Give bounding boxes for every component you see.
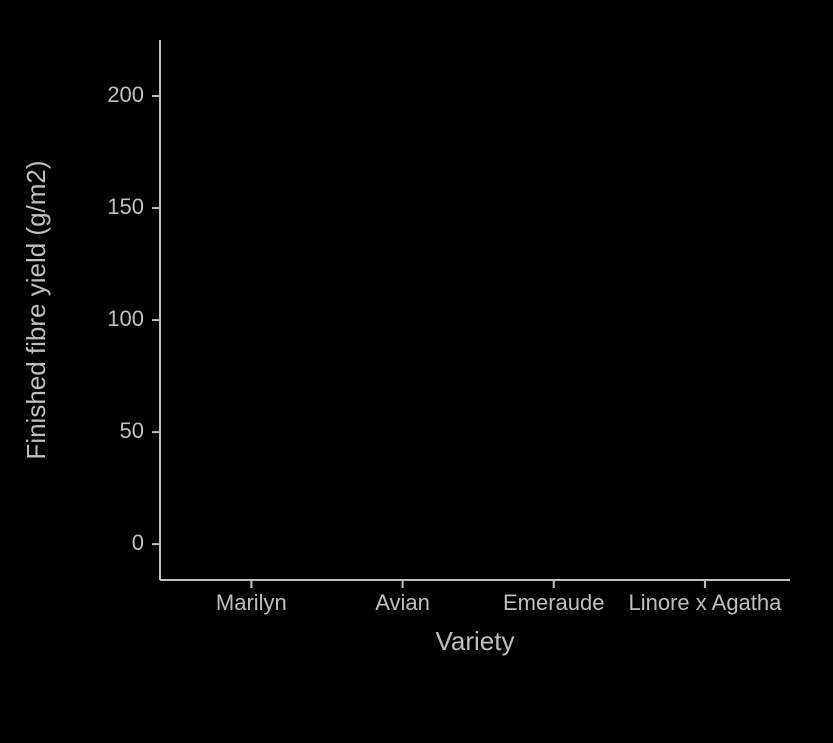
- x-tick-label: Marilyn: [216, 590, 287, 615]
- y-tick-label: 200: [107, 82, 144, 107]
- chart-container: 0 50 100 150 200 Marilyn Avian Emeraude Linore x…: [0, 0, 833, 743]
- chart-svg: 0 50 100 150 200 Marilyn Avian Emeraude Linore x…: [0, 0, 833, 743]
- y-axis-title: Finished fibre yield (g/m2): [21, 160, 51, 459]
- x-tick-label: Avian: [375, 590, 430, 615]
- y-tick-label: 100: [107, 306, 144, 331]
- y-tick-label: 50: [120, 418, 144, 443]
- y-tick-label: 150: [107, 194, 144, 219]
- x-tick-label: Linore x Agatha: [628, 590, 782, 615]
- y-tick-label: 0: [132, 530, 144, 555]
- x-axis-title: Variety: [436, 626, 515, 656]
- x-tick-label: Emeraude: [503, 590, 605, 615]
